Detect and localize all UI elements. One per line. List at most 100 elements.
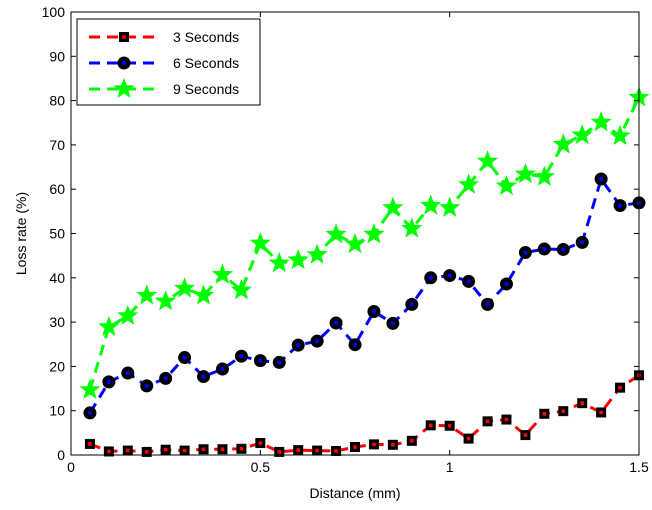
x-tick-label: 1.5 bbox=[629, 459, 649, 475]
data-point bbox=[533, 165, 555, 186]
y-tick-label: 90 bbox=[49, 48, 65, 64]
data-point-inner bbox=[107, 449, 111, 454]
data-point-inner bbox=[561, 409, 566, 413]
data-point bbox=[420, 194, 442, 215]
data-point-inner bbox=[163, 376, 168, 381]
data-point-inner bbox=[277, 450, 282, 454]
data-point-inner bbox=[618, 385, 622, 390]
y-tick-label: 100 bbox=[42, 4, 66, 20]
data-point-inner bbox=[617, 203, 623, 208]
data-point bbox=[344, 232, 366, 254]
data-point-inner bbox=[182, 448, 187, 453]
data-point-inner bbox=[315, 448, 319, 453]
data-point bbox=[401, 217, 423, 238]
data-point-inner bbox=[372, 442, 376, 447]
data-point-inner bbox=[466, 279, 471, 284]
data-point-inner bbox=[485, 302, 490, 307]
series-1 bbox=[84, 370, 644, 457]
data-point-inner bbox=[542, 246, 547, 252]
legend-marker-inner bbox=[122, 35, 126, 39]
data-point-inner bbox=[314, 338, 320, 344]
data-point-inner bbox=[352, 342, 358, 347]
y-tick-label: 30 bbox=[49, 314, 65, 330]
data-point bbox=[211, 263, 234, 284]
data-point-inner bbox=[87, 410, 93, 416]
y-tick-label: 20 bbox=[49, 358, 65, 374]
data-point-inner bbox=[428, 275, 433, 280]
data-point-inner bbox=[598, 176, 604, 182]
data-point bbox=[382, 196, 404, 217]
data-point bbox=[552, 133, 574, 154]
data-point-inner bbox=[542, 412, 547, 416]
data-point-inner bbox=[447, 273, 452, 278]
x-tick-label: 0.5 bbox=[251, 459, 271, 475]
data-point-inner bbox=[580, 401, 584, 405]
data-point-inner bbox=[163, 447, 168, 452]
data-point-inner bbox=[504, 417, 509, 422]
y-tick-label: 50 bbox=[49, 226, 65, 242]
legend-label: 6 Seconds bbox=[173, 55, 239, 71]
data-point-inner bbox=[258, 358, 263, 363]
data-point-inner bbox=[504, 281, 509, 287]
data-point bbox=[609, 124, 631, 146]
legend-marker bbox=[113, 77, 135, 99]
data-point-inner bbox=[485, 419, 490, 424]
data-point bbox=[571, 124, 593, 145]
legend-item: 3 Seconds bbox=[89, 29, 239, 45]
x-tick-label: 1 bbox=[446, 459, 454, 475]
data-point-inner bbox=[144, 383, 149, 389]
data-point-inner bbox=[334, 449, 338, 453]
data-point bbox=[590, 111, 612, 132]
data-point bbox=[476, 150, 499, 171]
data-point bbox=[155, 290, 177, 311]
x-tick-label: 0 bbox=[67, 459, 75, 475]
data-point-inner bbox=[239, 446, 244, 451]
legend-item: 6 Seconds bbox=[89, 55, 239, 71]
data-point-inner bbox=[106, 379, 112, 385]
y-tick-label: 10 bbox=[49, 403, 65, 419]
y-tick-label: 70 bbox=[49, 137, 65, 153]
data-point-inner bbox=[333, 320, 339, 326]
ticks-layer: 0 0.5 1 1.5 0 10 20 30 40 50 60 70 80 90 100 bbox=[42, 4, 649, 475]
data-point-inner bbox=[296, 448, 300, 452]
data-point-inner bbox=[125, 370, 130, 376]
data-point-inner bbox=[523, 433, 528, 437]
data-point-inner bbox=[523, 250, 528, 255]
legend: 3 Seconds 6 Seconds 9 Seconds bbox=[76, 18, 261, 106]
data-point-inner bbox=[220, 366, 225, 372]
data-point bbox=[306, 243, 328, 264]
y-tick-label: 0 bbox=[57, 447, 65, 463]
data-point-inner bbox=[144, 450, 149, 454]
data-point-inner bbox=[220, 447, 225, 452]
data-point-inner bbox=[390, 321, 396, 326]
data-point bbox=[192, 284, 215, 305]
data-point-inner bbox=[88, 442, 92, 446]
data-point bbox=[287, 248, 309, 270]
data-point bbox=[117, 304, 139, 325]
series-layer bbox=[79, 86, 650, 457]
data-point-inner bbox=[428, 423, 433, 428]
data-point bbox=[325, 223, 347, 244]
y-tick-label: 60 bbox=[49, 181, 65, 197]
data-point-inner bbox=[258, 441, 263, 445]
data-point bbox=[458, 173, 480, 194]
data-point bbox=[363, 223, 385, 244]
data-point bbox=[230, 279, 252, 300]
data-point bbox=[136, 284, 158, 305]
data-point bbox=[268, 252, 290, 273]
data-point-inner bbox=[447, 423, 452, 428]
data-point-inner bbox=[201, 447, 206, 452]
data-point bbox=[79, 378, 101, 399]
data-point-inner bbox=[561, 247, 566, 252]
data-point-inner bbox=[201, 374, 206, 379]
data-point bbox=[439, 196, 461, 217]
data-point-inner bbox=[371, 309, 377, 314]
data-point-inner bbox=[182, 355, 187, 360]
data-point bbox=[495, 174, 518, 196]
data-point bbox=[98, 315, 120, 336]
y-tick-label: 80 bbox=[49, 93, 65, 109]
data-point bbox=[514, 162, 536, 184]
series-2 bbox=[83, 172, 646, 420]
data-point-inner bbox=[409, 302, 414, 307]
